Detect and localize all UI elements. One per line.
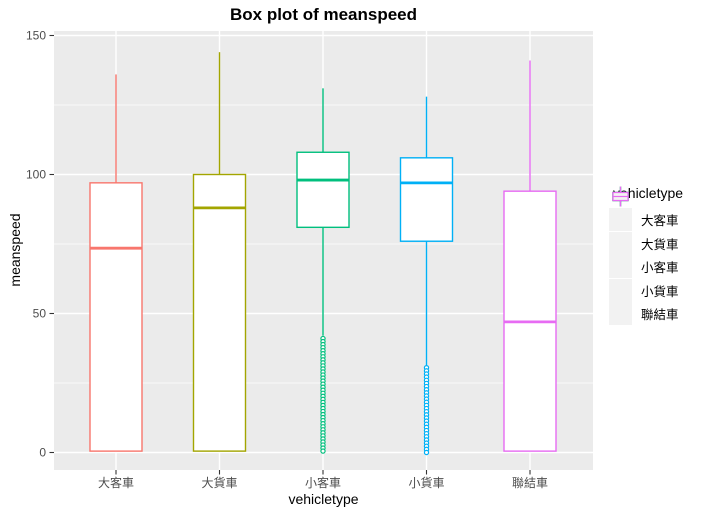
boxplot-group bbox=[296, 88, 350, 454]
legend-label: 聯結車 bbox=[641, 308, 679, 323]
legend-label: 小客車 bbox=[641, 261, 679, 276]
legend-label: 小貨車 bbox=[641, 284, 679, 299]
boxplot-group bbox=[192, 52, 247, 452]
legend-entry: 聯結車 bbox=[609, 186, 709, 326]
boxplot-glyph-icon bbox=[612, 186, 629, 207]
outlier-point bbox=[320, 448, 326, 454]
legend-key-boxplot-icon bbox=[609, 186, 632, 326]
legend: vehicletype 大客車大貨車小客車小貨車聯結車 bbox=[609, 185, 709, 326]
legend-key-boxplot-icon bbox=[609, 186, 632, 302]
x-tick-label: 小貨車 bbox=[408, 475, 444, 490]
legend-title: vehicletype bbox=[613, 185, 684, 201]
legend-entries: 大客車大貨車小客車小貨車聯結車 bbox=[609, 186, 709, 326]
x-tick-label: 小客車 bbox=[305, 475, 341, 490]
y-tick-label: 0 bbox=[39, 446, 46, 460]
boxplot-box bbox=[89, 182, 143, 452]
legend-entry: 小客車 bbox=[609, 186, 709, 279]
x-tick-label: 聯結車 bbox=[512, 476, 548, 490]
boxplot-box bbox=[296, 151, 350, 229]
boxplot-group bbox=[503, 60, 557, 452]
boxplot-group bbox=[89, 74, 143, 452]
outlier-point bbox=[423, 449, 430, 456]
boxplot-group bbox=[399, 96, 454, 456]
legend-entry: 大貨車 bbox=[609, 186, 709, 256]
legend-label: 大客車 bbox=[641, 214, 679, 229]
x-axis-title: vehicletype bbox=[288, 491, 359, 507]
legend-entry: 大客車 bbox=[609, 186, 709, 232]
x-tick-label: 大客車 bbox=[98, 475, 134, 490]
legend-key-boxplot-icon bbox=[609, 186, 632, 232]
legend-label: 大貨車 bbox=[641, 237, 679, 252]
y-tick-label: 100 bbox=[26, 168, 46, 182]
legend-entry: 小貨車 bbox=[609, 186, 709, 303]
y-tick-label: 150 bbox=[26, 29, 46, 43]
plot-title: Box plot of meanspeed bbox=[229, 5, 418, 24]
boxplot-box bbox=[192, 173, 247, 452]
legend-key-boxplot-icon bbox=[609, 186, 632, 255]
legend-key-boxplot-icon bbox=[609, 186, 632, 279]
x-tick-label: 大貨車 bbox=[201, 475, 237, 490]
boxplot-box bbox=[399, 157, 454, 242]
y-tick-label: 50 bbox=[33, 307, 47, 321]
